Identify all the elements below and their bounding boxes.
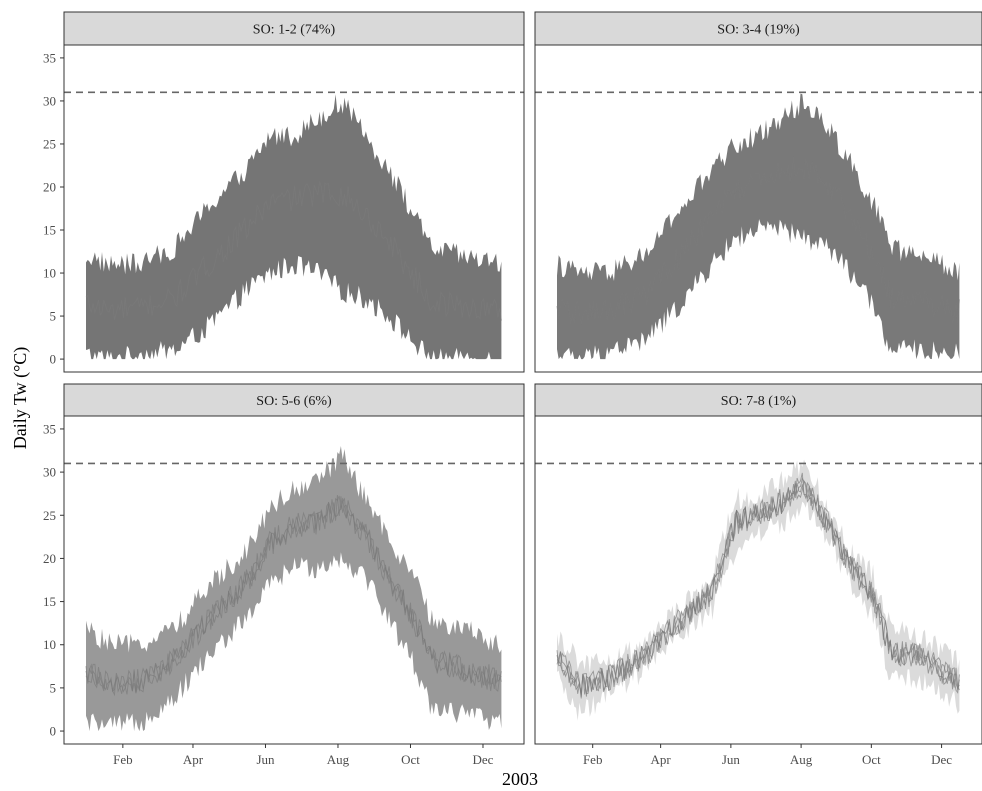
y-tick-label: 15 bbox=[43, 223, 56, 238]
x-tick-label: Aug bbox=[327, 752, 350, 767]
facet-strip bbox=[534, 383, 982, 417]
facet-strip-label: SO: 3-4 (19%) bbox=[717, 23, 800, 38]
y-tick-label: 0 bbox=[50, 352, 57, 367]
y-tick-label: 5 bbox=[50, 680, 57, 695]
facet-strip-label: SO: 1-2 (74%) bbox=[253, 23, 336, 38]
x-tick-label: Oct bbox=[862, 752, 881, 767]
x-tick-label: Feb bbox=[583, 752, 603, 767]
x-tick-label: Apr bbox=[651, 752, 672, 767]
x-axis-title: 2003 bbox=[502, 769, 538, 789]
x-tick-label: Oct bbox=[401, 752, 420, 767]
x-tick-label: Jun bbox=[722, 752, 741, 767]
temperature-band bbox=[86, 94, 502, 360]
facet-strip-label: SO: 5-6 (6%) bbox=[256, 394, 332, 409]
x-tick-label: Jun bbox=[256, 752, 275, 767]
y-tick-label: 30 bbox=[43, 465, 56, 480]
y-tick-label: 25 bbox=[43, 508, 56, 523]
y-tick-label: 15 bbox=[43, 594, 56, 609]
y-tick-label: 30 bbox=[43, 93, 56, 108]
y-tick-label: 20 bbox=[43, 551, 56, 566]
y-tick-label: 0 bbox=[50, 724, 57, 739]
facet-strip-label: SO: 7-8 (1%) bbox=[721, 394, 797, 409]
facet-panel: SO: 3-4 (19%) bbox=[534, 11, 982, 373]
facet-panel: SO: 1-2 (74%) 0 5 10 15 20 25 30 35 bbox=[43, 11, 525, 373]
x-tick-label: Apr bbox=[183, 752, 204, 767]
member-series-line bbox=[85, 497, 502, 693]
y-tick-label: 10 bbox=[43, 637, 56, 652]
x-tick-label: Aug bbox=[790, 752, 813, 767]
facet-panel: SO: 5-6 (6%) 0 5 10 15 20 25 30 35 Feb Apr Jun Aug Oc… bbox=[43, 383, 525, 767]
member-series-line bbox=[556, 156, 960, 325]
temperature-band bbox=[86, 446, 502, 732]
y-tick-label: 10 bbox=[43, 266, 56, 281]
x-tick-label: Dec bbox=[931, 752, 952, 767]
y-tick-label: 5 bbox=[50, 309, 57, 324]
panel-border bbox=[534, 415, 982, 745]
x-tick-label: Dec bbox=[473, 752, 494, 767]
member-series-line bbox=[85, 181, 502, 321]
facet-strip bbox=[63, 11, 525, 46]
plot-background bbox=[535, 416, 982, 744]
y-tick-label: 25 bbox=[43, 136, 56, 151]
y-tick-label: 20 bbox=[43, 179, 56, 194]
panel-border bbox=[63, 44, 525, 373]
member-series-line bbox=[556, 472, 960, 695]
panel-border bbox=[534, 44, 982, 373]
x-tick-label: Feb bbox=[113, 752, 133, 767]
facet-panel: SO: 7-8 (1%) Feb Apr Jun Aug Oct Dec bbox=[534, 383, 982, 767]
y-tick-label: 35 bbox=[43, 50, 56, 65]
temperature-band bbox=[557, 93, 960, 360]
panels-layer: SO: 1-2 (74%) 0 5 10 15 20 25 30 35 SO: 3-4 (19%)… bbox=[43, 11, 982, 767]
facet-strip bbox=[534, 11, 982, 46]
y-tick-label: 35 bbox=[43, 421, 56, 436]
panel-border bbox=[63, 415, 525, 745]
y-axis-title: Daily Tw (°C) bbox=[10, 347, 31, 450]
